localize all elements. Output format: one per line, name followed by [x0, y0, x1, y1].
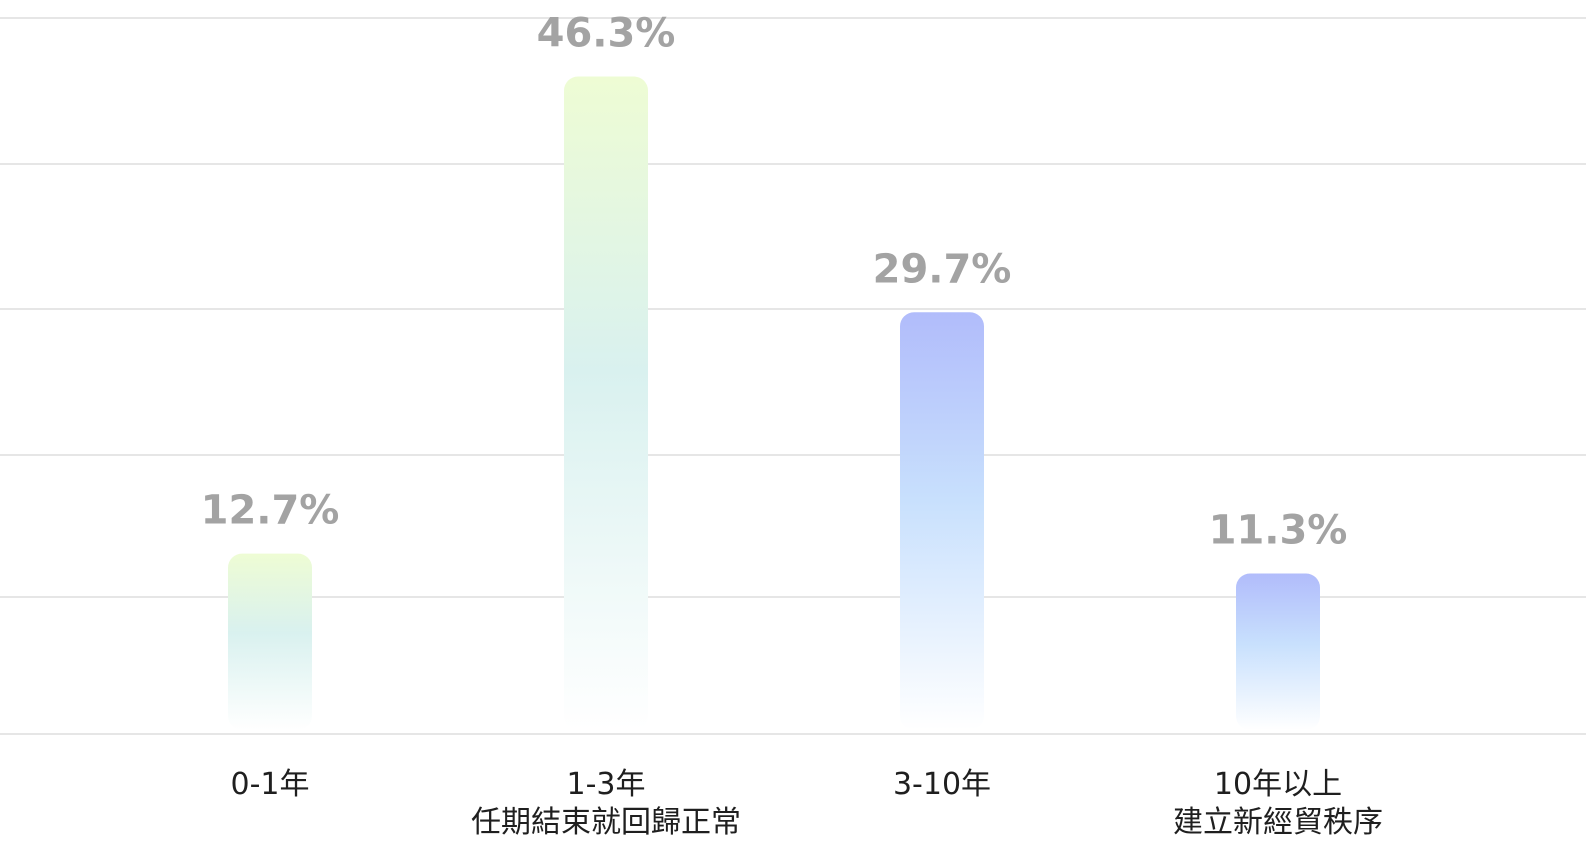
data-label: 12.7%: [201, 488, 340, 534]
bar: [564, 76, 648, 731]
category-label: 0-1年: [230, 767, 310, 802]
category-label: 1-3年 任期結束就回歸正常: [471, 767, 741, 840]
bar: [900, 312, 984, 730]
data-label: 11.3%: [1209, 508, 1348, 554]
bars: [228, 76, 1320, 731]
bar: [228, 553, 312, 730]
data-label: 29.7%: [873, 246, 1012, 292]
category-label: 10年以上 建立新經貿秩序: [1173, 767, 1383, 840]
value-labels: 12.7% 46.3% 29.7% 11.3%: [201, 11, 1348, 554]
data-label: 46.3%: [537, 11, 676, 57]
category-label: 3-10年: [892, 767, 992, 802]
bar: [1236, 573, 1320, 730]
